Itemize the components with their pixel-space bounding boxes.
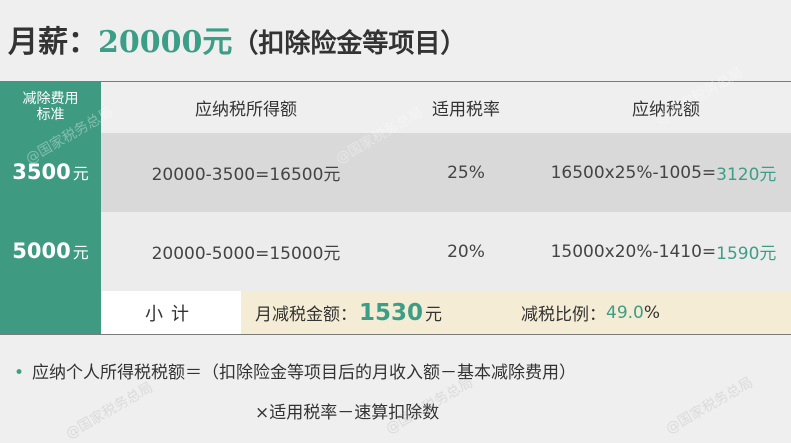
ratio-unit: % <box>643 302 661 323</box>
standard-number: 5000 <box>12 239 71 263</box>
watermark: @国家税务总局 <box>663 374 756 438</box>
subtotal-label-cell <box>101 291 241 334</box>
table-top-divider <box>0 81 791 82</box>
formula-text-1: 应纳个人所得税税额＝（扣除险金等项目后的月收入额－基本减除费用） <box>32 363 577 383</box>
subtotal-values-cell <box>241 291 791 334</box>
row-rate: 20% <box>447 241 485 262</box>
tax-value: 1590元 <box>716 244 777 264</box>
reduction-label: 月减税金额： <box>255 305 357 325</box>
tax-formula: 16500x25%-1005= <box>550 162 717 183</box>
ratio-value: 49.0 <box>606 302 644 323</box>
table-row <box>101 133 791 212</box>
formula-line-1: • 应纳个人所得税税额＝（扣除险金等项目后的月收入额－基本减除费用） <box>14 358 576 383</box>
row-tax: 15000x20%-1410= 1590元 <box>536 212 791 291</box>
tax-value: 3120元 <box>716 165 777 185</box>
row-income: 20000-5000=15000元 <box>151 244 341 264</box>
subtotal-label: 小计 <box>145 303 197 325</box>
standard-unit: 元 <box>72 164 89 183</box>
table-row <box>101 212 791 291</box>
title-prefix: 月薪： <box>8 25 98 60</box>
row-rate: 25% <box>447 162 485 183</box>
row-standard-5000: 5000 元 <box>0 212 101 290</box>
title-unit: 元 <box>202 25 233 60</box>
tax-reduction-ratio: 减税比例： 49.0% <box>521 291 660 334</box>
watermark: @国家税务总局 <box>63 379 156 443</box>
title-note: （扣除险金等项目） <box>232 29 467 59</box>
header-deduction-standard: 减除费用 标准 <box>0 81 101 133</box>
header-deduction-standard-line1: 减除费用 <box>22 91 79 107</box>
header-tax-rate: 适用税率 <box>432 99 500 120</box>
title-amount: 20000 <box>98 25 203 60</box>
formula-line-2: ×适用税率－速算扣除数 <box>255 403 440 423</box>
table-bottom-divider <box>0 334 791 335</box>
reduction-unit: 元 <box>425 305 443 325</box>
page-title: 月薪：20000元（扣除险金等项目） <box>8 18 466 68</box>
tax-formula: 15000x20%-1410= <box>550 241 717 262</box>
header-deduction-standard-line2: 标准 <box>36 107 65 123</box>
row-income: 20000-3500=16500元 <box>151 165 341 185</box>
bullet-icon: • <box>14 363 25 383</box>
row-tax: 16500x25%-1005= 3120元 <box>536 133 791 212</box>
monthly-tax-reduction: 月减税金额： 1530 元 <box>255 291 442 334</box>
standard-number: 3500 <box>12 160 71 184</box>
standard-unit: 元 <box>72 243 89 262</box>
header-tax-payable: 应纳税额 <box>632 99 700 120</box>
row-standard-3500: 3500 元 <box>0 133 101 211</box>
ratio-label: 减税比例： <box>521 305 606 325</box>
reduction-value: 1530 <box>359 299 424 326</box>
deduction-standard-column <box>0 81 101 334</box>
header-taxable-income: 应纳税所得额 <box>195 99 297 120</box>
